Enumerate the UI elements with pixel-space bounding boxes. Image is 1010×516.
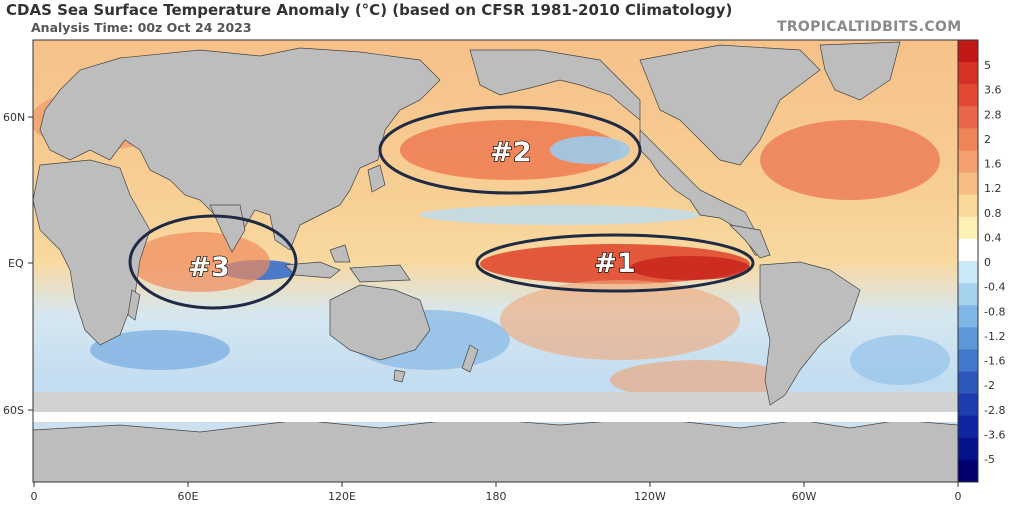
ring-1 <box>475 233 755 293</box>
colorbar-label: -2 <box>984 379 995 392</box>
colorbar-label: 1.2 <box>984 182 1002 195</box>
colorbar-segment <box>958 40 978 63</box>
lon-label-120w: 120W <box>634 490 666 503</box>
colorbar-segment <box>958 459 978 483</box>
colorbar-segment <box>958 172 978 196</box>
lon-label-0: 0 <box>31 490 38 503</box>
antarctica <box>33 417 958 482</box>
colorbar-label: 3.6 <box>984 84 1002 97</box>
highlight-rings <box>128 105 755 310</box>
colorbar-segment <box>958 84 978 107</box>
colorbar <box>957 39 979 483</box>
ring-2 <box>378 105 642 195</box>
lat-label-eq: EQ <box>8 257 24 270</box>
colorbar-label: -1.2 <box>984 330 1005 343</box>
colorbar-segment <box>958 261 978 284</box>
colorbar-segment <box>958 371 978 395</box>
colorbar-label: 5 <box>984 59 991 72</box>
colorbar-segment <box>958 106 978 129</box>
lon-ticks <box>33 482 959 487</box>
colorbar-label: -1.6 <box>984 355 1005 368</box>
ring-3 <box>128 214 298 310</box>
land <box>33 41 901 406</box>
brand-watermark: TROPICALTIDBITS.COM <box>777 19 962 35</box>
colorbar-labels: 5 3.6 2.8 2 1.6 1.2 0.8 0.4 0 -0.4 -0.8 … <box>984 59 1005 466</box>
colorbar-label: -0.4 <box>984 281 1005 294</box>
lon-label-180: 180 <box>486 490 507 503</box>
lon-label-120e: 120E <box>328 490 356 503</box>
map-body <box>33 40 958 482</box>
highlight-label-2: #2 <box>490 137 531 168</box>
chart-title: CDAS Sea Surface Temperature Anomaly (°C… <box>6 1 733 19</box>
colorbar-label: 1.6 <box>984 158 1002 171</box>
colorbar-segment <box>958 238 978 262</box>
colorbar-segment <box>958 349 978 372</box>
colorbar-segment <box>958 327 978 350</box>
colorbar-border <box>957 39 979 483</box>
colorbar-segment <box>958 150 978 174</box>
colorbar-label: 0.4 <box>984 231 1002 244</box>
colorbar-label: -5 <box>984 453 995 466</box>
colorbar-label: 2.8 <box>984 108 1002 121</box>
colorbar-segment <box>958 128 978 151</box>
colorbar-label: -3.6 <box>984 428 1005 441</box>
analysis-time: Analysis Time: 00z Oct 24 2023 <box>31 20 252 35</box>
colorbar-segment <box>958 305 978 328</box>
lon-label-60w: 60W <box>792 490 817 503</box>
colorbar-segment <box>958 62 978 85</box>
colorbar-segment <box>958 194 978 218</box>
colorbar-segment <box>958 393 978 417</box>
lat-label-60s: 60S <box>3 404 24 417</box>
colorbar-label: -2.8 <box>984 404 1005 417</box>
lon-label-60e: 60E <box>178 490 199 503</box>
colorbar-label: -0.8 <box>984 305 1005 318</box>
no-data-band <box>33 412 958 422</box>
colorbar-label: 0.8 <box>984 207 1002 220</box>
lat-label-60n: 60N <box>3 111 25 124</box>
colorbar-label: 0 <box>984 256 991 269</box>
highlight-label-1: #1 <box>594 248 635 279</box>
lon-label-0-right: 0 <box>955 490 962 503</box>
colorbar-segment <box>958 437 978 461</box>
colorbar-segment <box>958 283 978 306</box>
sea-ice <box>33 392 958 412</box>
colorbar-segment <box>958 216 978 240</box>
colorbar-label: 2 <box>984 133 991 146</box>
highlight-label-3: #3 <box>188 252 229 283</box>
colorbar-segment <box>958 415 978 439</box>
